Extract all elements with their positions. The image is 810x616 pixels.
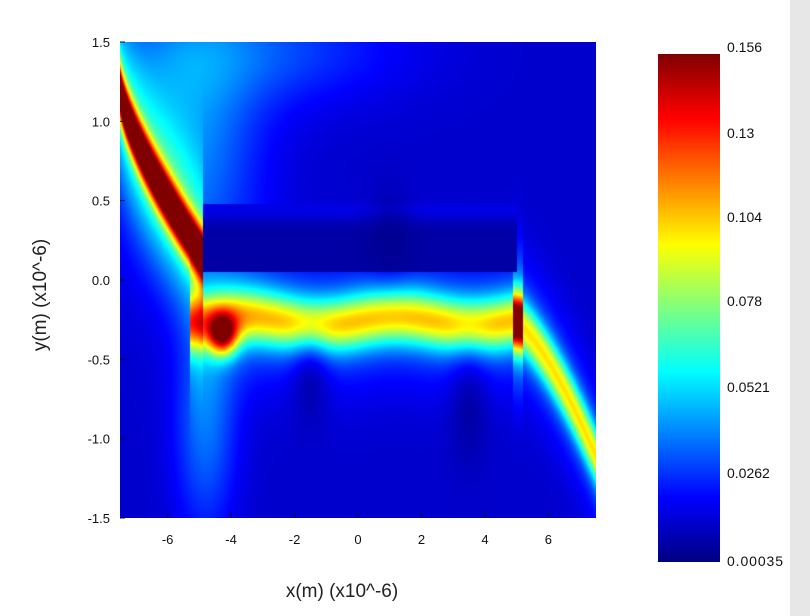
y-tick-label: 1.5: [92, 35, 110, 50]
y-tick-label: -0.5: [88, 352, 110, 367]
heatmap-plot-area: [120, 42, 596, 518]
x-tick-label: -4: [225, 532, 237, 547]
field-intensity-heatmap: [120, 42, 596, 518]
y-tick-label: 0.0: [92, 273, 110, 288]
window-edge-strip: [790, 0, 810, 616]
colorbar-tick-label: 0.078: [727, 293, 762, 309]
colorbar-tick-label: 0.104: [727, 209, 762, 225]
y-tick-label: 1.0: [92, 114, 110, 129]
x-tick-label: 4: [481, 532, 488, 547]
x-axis-title: x(m) (x10^-6): [286, 581, 398, 602]
colorbar-tick-label: 0.156: [727, 39, 762, 55]
x-axis-ticks: -6 -4 -2 0 2 4 6: [162, 513, 552, 547]
x-tick-label: 2: [418, 532, 425, 547]
colorbar-ticks: 0.156 0.13 0.104 0.078 0.0521 0.0262 0.00035: [727, 39, 783, 569]
x-tick-label: -2: [289, 532, 301, 547]
y-tick-label: -1.0: [88, 432, 110, 447]
x-tick-label: -6: [162, 532, 174, 547]
x-tick-label: 0: [354, 532, 361, 547]
y-axis-title: y(m) (x10^-6): [30, 239, 51, 351]
colorbar-tick-label: 0.00035: [727, 553, 783, 569]
colorbar-gradient: [658, 54, 720, 562]
y-tick-label: -1.5: [88, 511, 110, 526]
x-tick-label: 6: [545, 532, 552, 547]
colorbar-tick-label: 0.13: [727, 125, 754, 141]
y-tick-label: 0.5: [92, 194, 110, 209]
y-axis-ticks: 1.5 1.0 0.5 0.0 -0.5 -1.0 -1.5: [88, 35, 125, 526]
colorbar-tick-label: 0.0521: [727, 379, 770, 395]
colorbar-tick-label: 0.0262: [727, 465, 770, 481]
